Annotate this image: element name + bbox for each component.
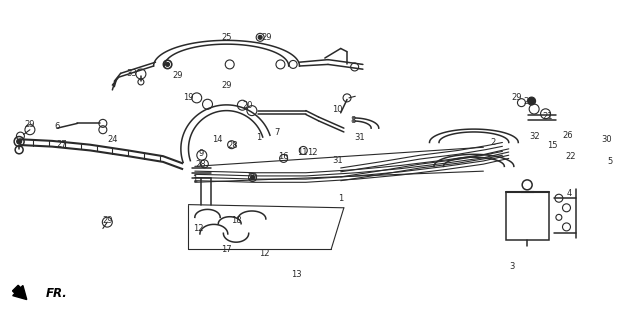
Text: 19: 19 [183, 93, 194, 102]
Circle shape [258, 35, 262, 39]
Text: 28: 28 [196, 160, 206, 169]
Text: 1: 1 [192, 175, 197, 184]
Text: 5: 5 [608, 157, 613, 166]
Text: FR.: FR. [46, 287, 68, 300]
Text: 2: 2 [490, 138, 496, 147]
Text: 20: 20 [242, 101, 253, 110]
Text: 12: 12 [193, 224, 203, 233]
Text: 33: 33 [126, 69, 137, 78]
Text: 18: 18 [231, 216, 241, 225]
Text: 29: 29 [173, 71, 183, 80]
Text: 27: 27 [56, 140, 67, 148]
Text: 12: 12 [259, 250, 270, 259]
Circle shape [166, 62, 169, 67]
Text: 30: 30 [602, 135, 612, 144]
Text: 25: 25 [221, 33, 232, 42]
Text: 29: 29 [247, 173, 258, 182]
Text: 1: 1 [255, 133, 261, 142]
Circle shape [527, 97, 536, 105]
Text: 21: 21 [543, 113, 554, 122]
Text: 29: 29 [221, 81, 232, 90]
Text: 31: 31 [354, 133, 365, 142]
Text: 17: 17 [221, 245, 232, 254]
Text: 6: 6 [55, 122, 60, 131]
Text: 8: 8 [351, 116, 356, 125]
Bar [506, 192, 548, 240]
Text: 32: 32 [529, 132, 540, 140]
Text: 12: 12 [307, 148, 317, 156]
Text: 26: 26 [562, 131, 573, 140]
Text: 31: 31 [333, 156, 343, 164]
Text: 10: 10 [333, 105, 343, 114]
Text: 16: 16 [278, 152, 289, 161]
Text: 3: 3 [509, 262, 515, 271]
Text: 4: 4 [566, 189, 571, 198]
Text: 29: 29 [511, 93, 522, 102]
Text: 1: 1 [338, 194, 343, 203]
Text: 29: 29 [25, 120, 35, 130]
Text: 15: 15 [547, 141, 557, 150]
FancyArrow shape [13, 285, 27, 300]
Text: 14: 14 [211, 135, 222, 144]
Text: 29: 29 [261, 33, 272, 42]
Circle shape [250, 176, 255, 180]
Text: 28: 28 [227, 141, 238, 150]
Text: 13: 13 [291, 270, 301, 279]
Text: 23: 23 [524, 97, 534, 106]
Text: 24: 24 [107, 135, 118, 144]
Text: 29: 29 [102, 216, 113, 225]
Text: 7: 7 [275, 128, 280, 137]
Text: 22: 22 [566, 152, 576, 161]
Text: 9: 9 [199, 149, 204, 158]
Circle shape [17, 139, 22, 144]
Text: 11: 11 [297, 148, 308, 156]
